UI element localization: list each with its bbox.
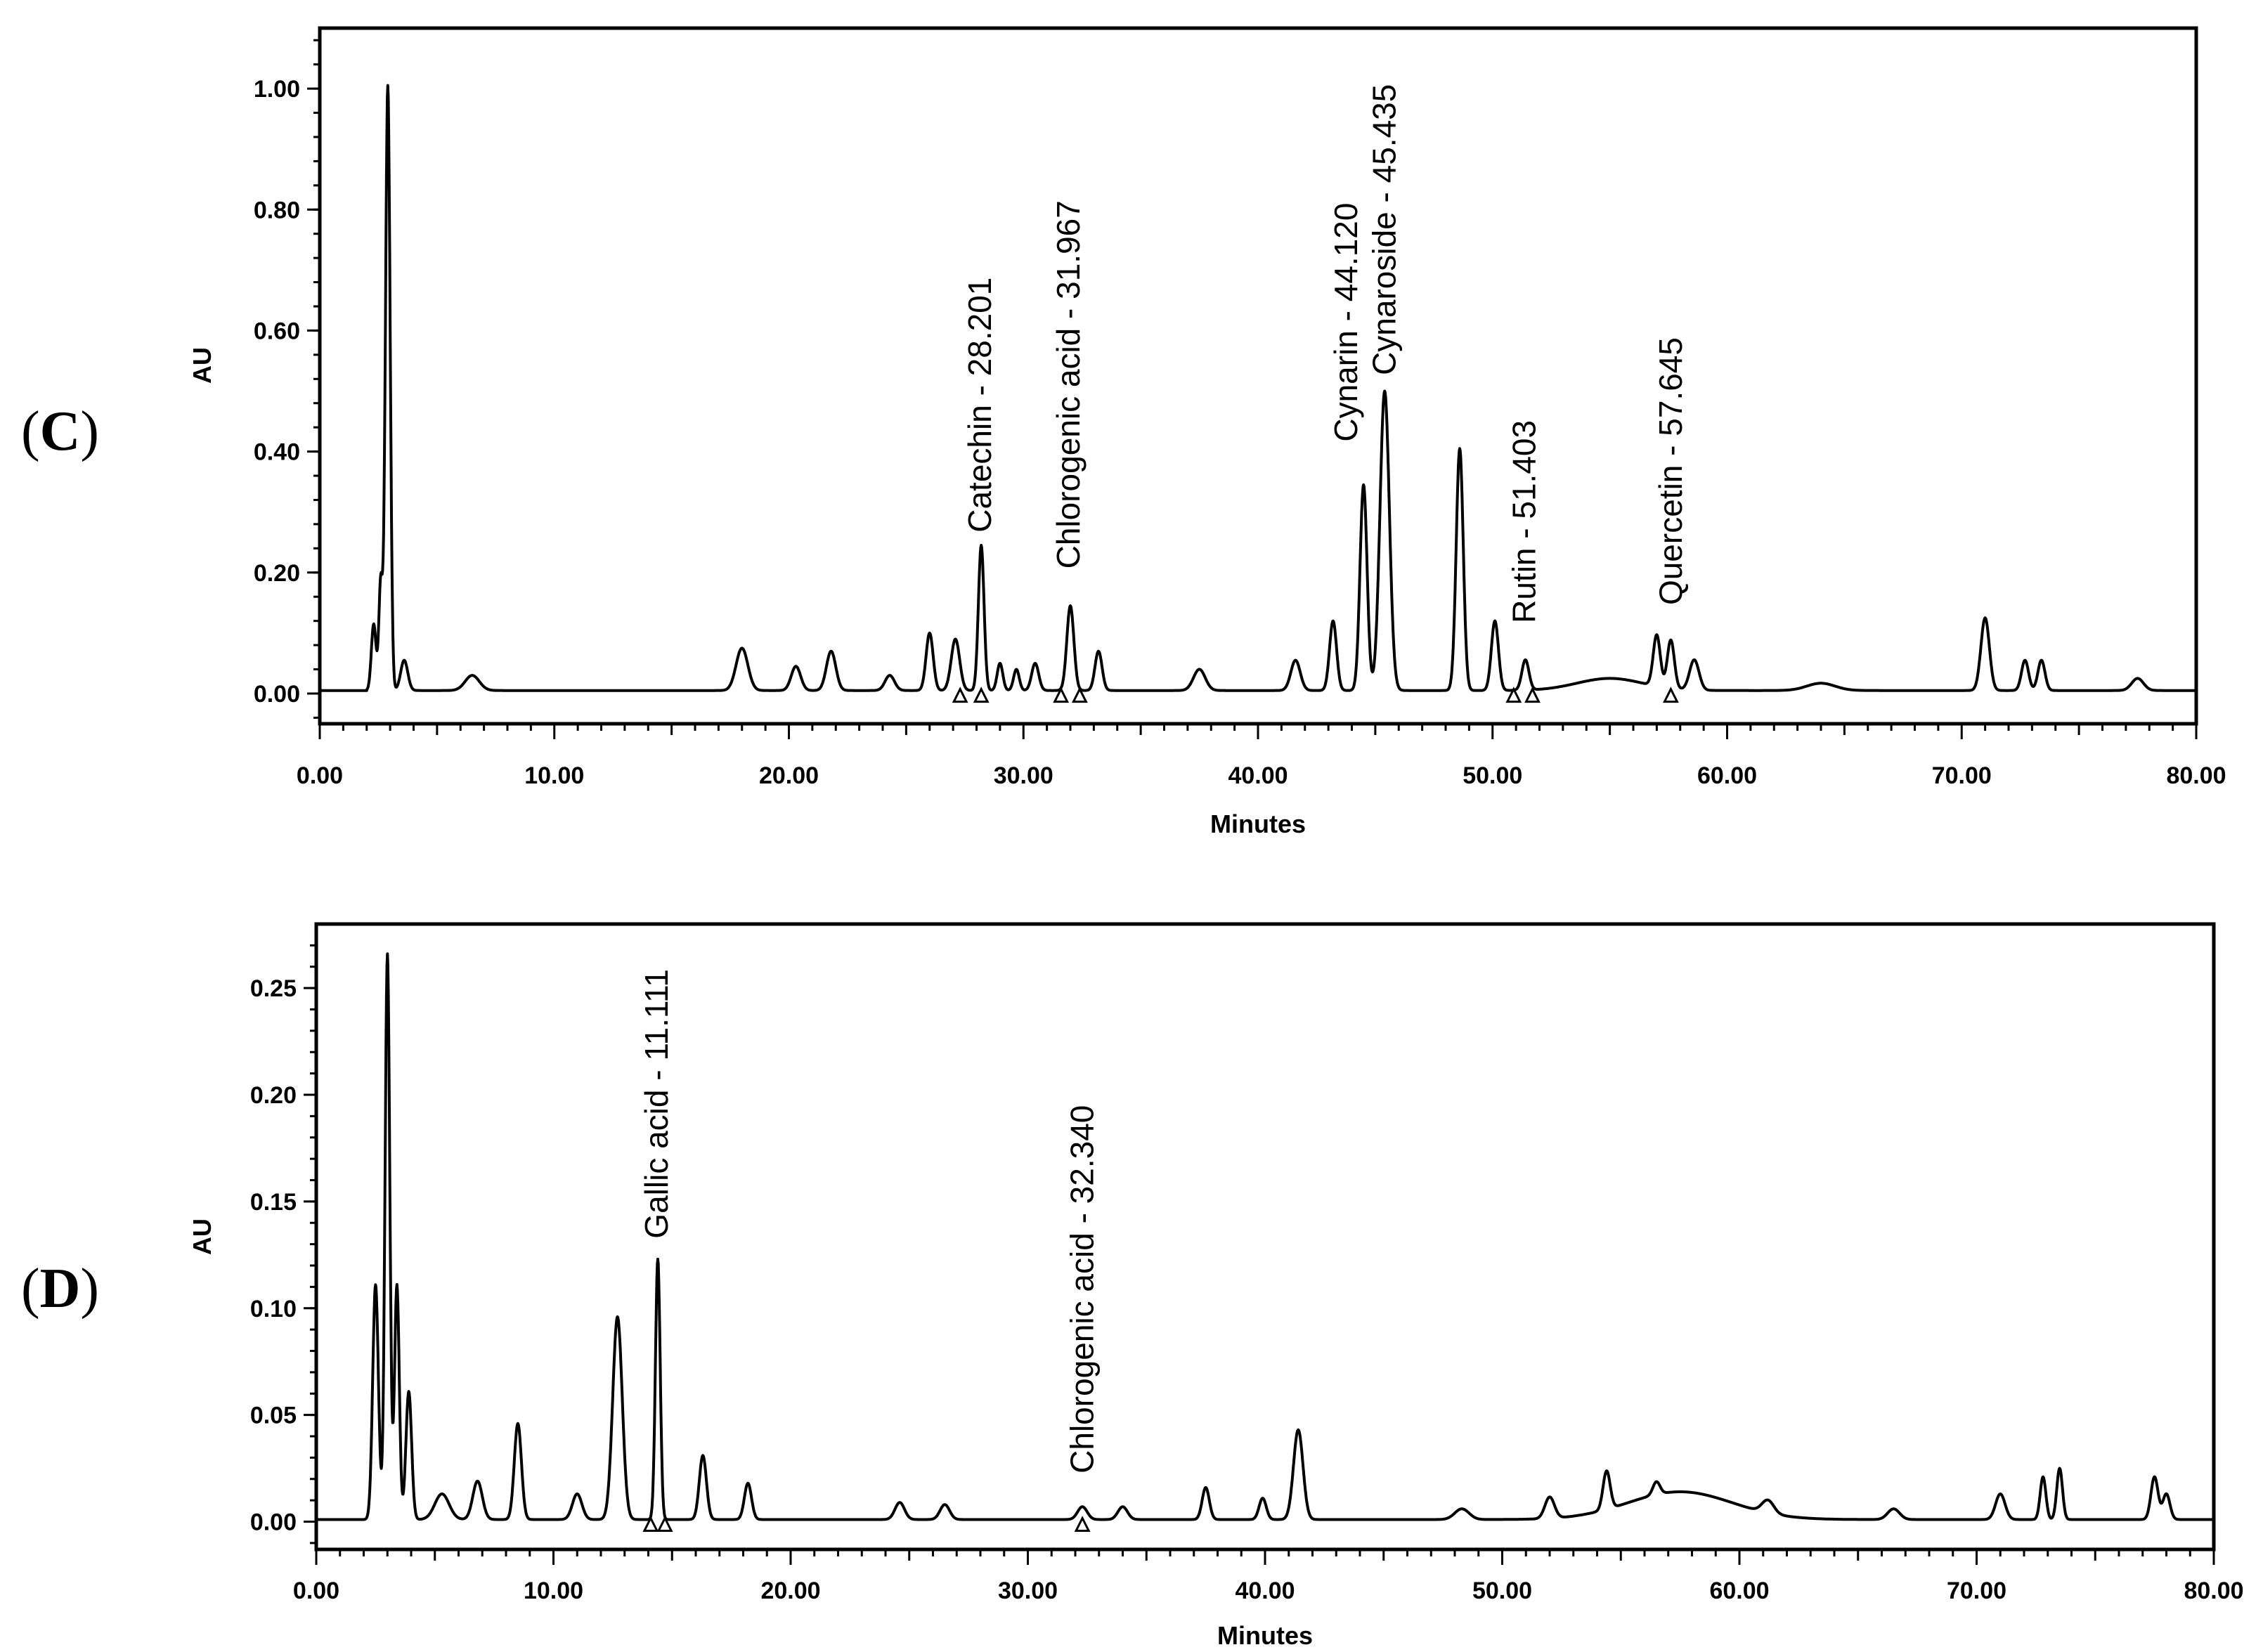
x-tick-label: 60.00 [1709, 1578, 1769, 1604]
y-tick-label: 0.10 [250, 1296, 297, 1322]
x-tick-label: 80.00 [2184, 1578, 2243, 1604]
integration-marker [973, 687, 990, 703]
peak-label: Chlorogenic acid - 32.340 [1063, 1105, 1100, 1474]
x-tick-label: 80.00 [2166, 762, 2226, 789]
integration-marker [1071, 687, 1088, 703]
x-tick-label: 60.00 [1697, 762, 1757, 789]
x-axis-title: Minutes [1217, 1621, 1313, 1650]
panel-c: (C) 0.00 0.20 0.40 0.60 0.80 1.00 0.00 10.00 20.0… [21, 26, 2226, 838]
x-axis-title: Minutes [1210, 809, 1306, 838]
x-tick-label: 70.00 [1932, 762, 1992, 789]
integration-marker [656, 1516, 673, 1532]
x-tick-label: 0.00 [297, 762, 343, 789]
chromatogram-trace [316, 952, 2214, 1521]
y-axis-title: AU [188, 347, 216, 384]
peak-label: Gallic acid - 11.111 [638, 969, 675, 1239]
panel-label: (D) [21, 1258, 99, 1320]
x-tick-label: 20.00 [759, 762, 819, 789]
y-tick-label: 0.20 [250, 1082, 297, 1109]
integration-marker [642, 1516, 659, 1532]
y-tick-label: 0.00 [250, 1509, 297, 1536]
x-tick-label: 0.00 [293, 1578, 339, 1604]
peak-label: Cynarin - 44.120 [1328, 203, 1364, 442]
chromatogram-trace [320, 84, 2196, 692]
y-tick-label: 0.20 [254, 560, 300, 587]
peak-label: Catechin - 28.201 [961, 278, 998, 533]
x-tick-label: 50.00 [1472, 1578, 1532, 1604]
plot-frame [318, 26, 2198, 726]
integration-marker [1662, 687, 1679, 703]
y-tick-label: 0.25 [250, 975, 297, 1002]
peak-label: Rutin - 51.403 [1506, 420, 1543, 623]
panel-letter: C [40, 401, 81, 462]
x-tick-label: 30.00 [998, 1578, 1058, 1604]
y-tick-label: 1.00 [254, 76, 300, 103]
y-tick-label: 0.05 [250, 1403, 297, 1429]
x-tick-label: 10.00 [524, 762, 584, 789]
panel-label: (C) [21, 401, 99, 462]
y-tick-label: 0.60 [254, 318, 300, 344]
x-tick-label: 50.00 [1463, 762, 1522, 789]
peak-label: Cynaroside - 45.435 [1366, 84, 1402, 375]
peak-label: Chlorogenic acid - 31.967 [1050, 200, 1087, 568]
integration-marker [1524, 687, 1541, 703]
peak-label: Quercetin - 57.645 [1652, 337, 1689, 605]
x-tick-label: 10.00 [524, 1578, 583, 1604]
x-tick-label: 20.00 [760, 1578, 820, 1604]
y-tick-label: 0.15 [250, 1189, 297, 1216]
panel-d: (D) 0.00 0.05 0.10 0.15 0.20 0.25 0.00 10.00 20.0… [21, 922, 2244, 1650]
x-tick-label: 40.00 [1235, 1578, 1295, 1604]
plot-frame [314, 922, 2216, 1552]
y-axis-title: AU [188, 1218, 216, 1255]
integration-marker [1053, 687, 1070, 703]
integration-marker [1074, 1516, 1091, 1532]
x-tick-label: 30.00 [994, 762, 1053, 789]
y-tick-label: 0.00 [254, 681, 300, 708]
panel-letter: D [40, 1258, 81, 1320]
y-tick-label: 0.80 [254, 197, 300, 223]
x-tick-label: 70.00 [1947, 1578, 2006, 1604]
integration-marker [1505, 687, 1522, 703]
x-tick-label: 40.00 [1228, 762, 1288, 789]
integration-marker [952, 687, 968, 703]
y-tick-label: 0.40 [254, 439, 300, 466]
